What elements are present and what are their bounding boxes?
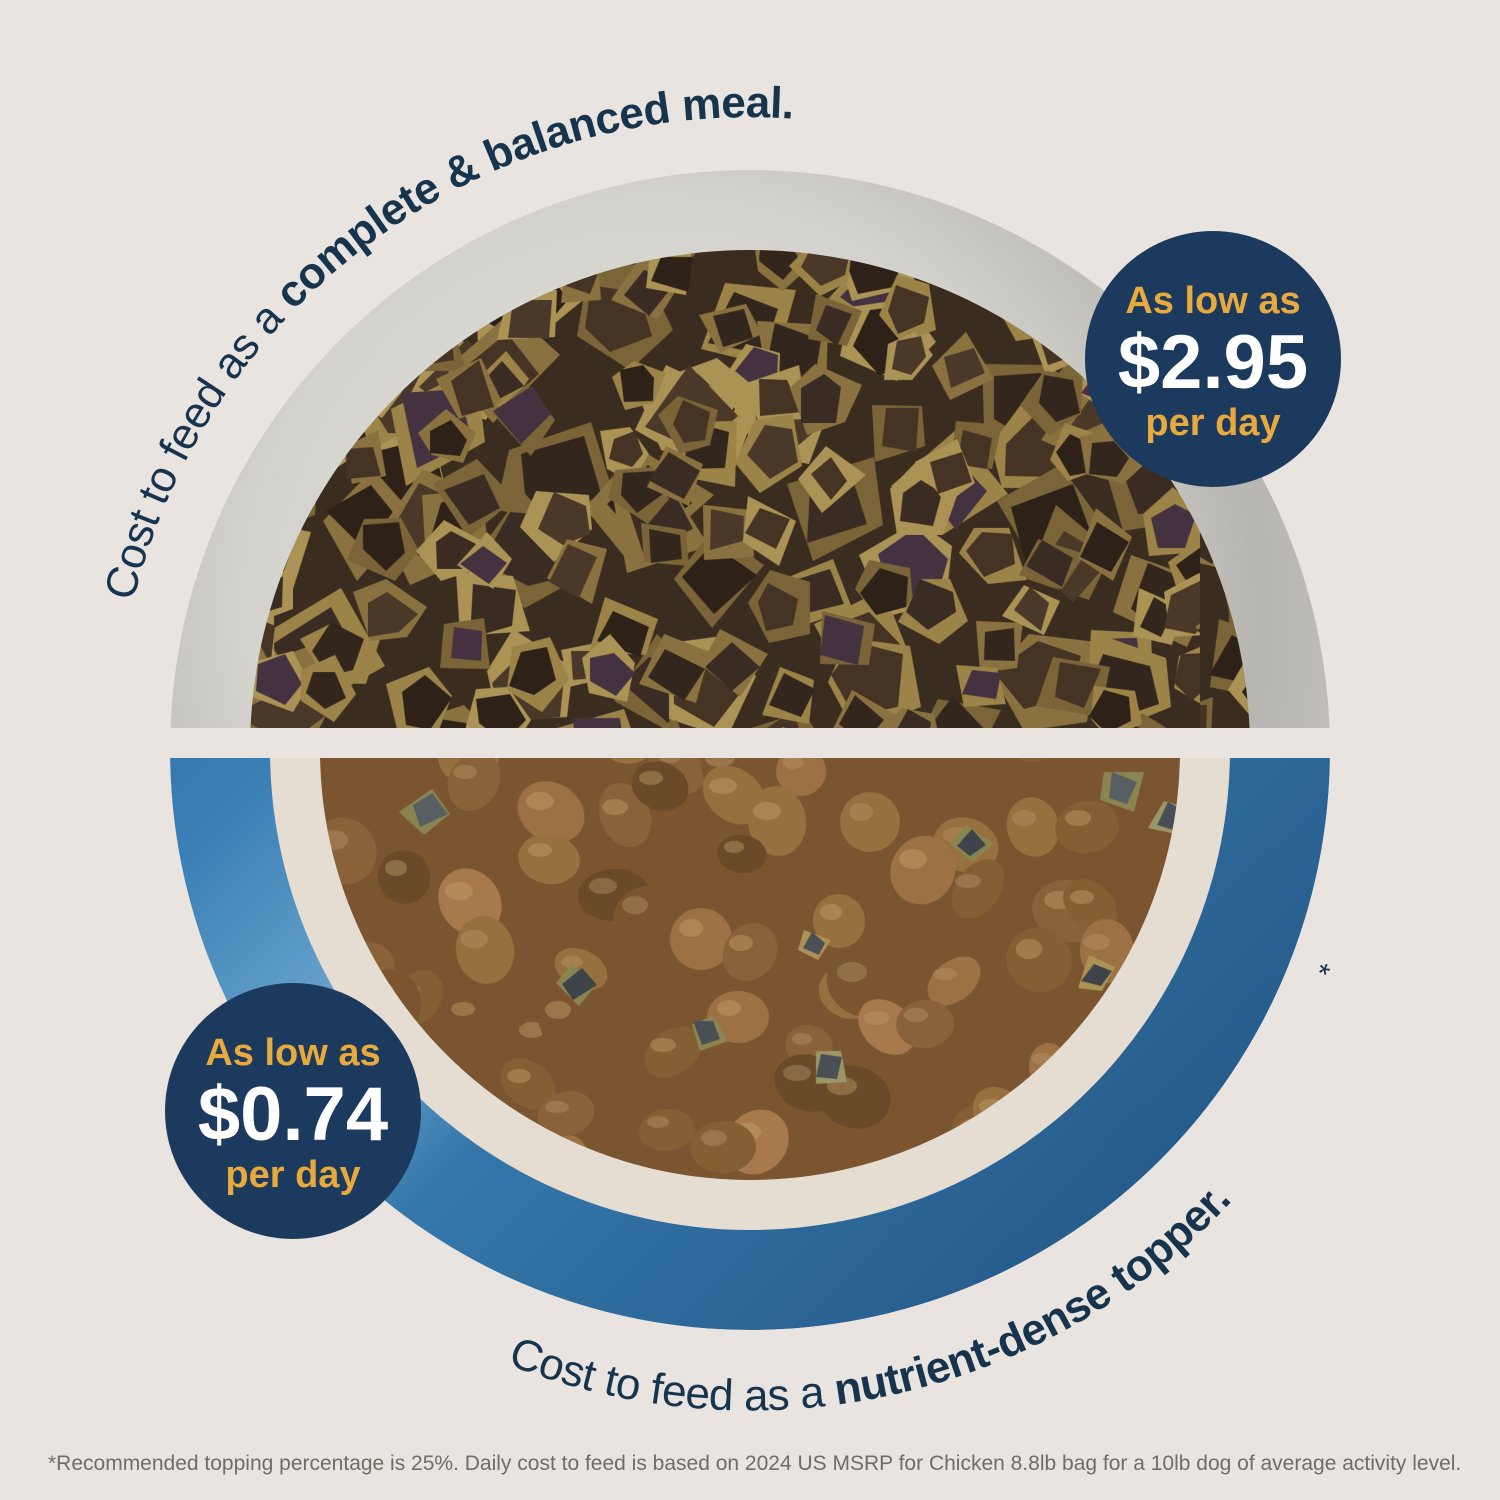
svg-text:$2.95: $2.95 [1118, 320, 1308, 405]
svg-text:per day: per day [1145, 402, 1280, 444]
svg-text:As low as: As low as [205, 1032, 380, 1074]
svg-text:per day: per day [225, 1154, 360, 1196]
svg-text:*: * [1310, 957, 1335, 992]
svg-text:$0.74: $0.74 [198, 1072, 388, 1157]
svg-text:As low as: As low as [1125, 280, 1300, 322]
